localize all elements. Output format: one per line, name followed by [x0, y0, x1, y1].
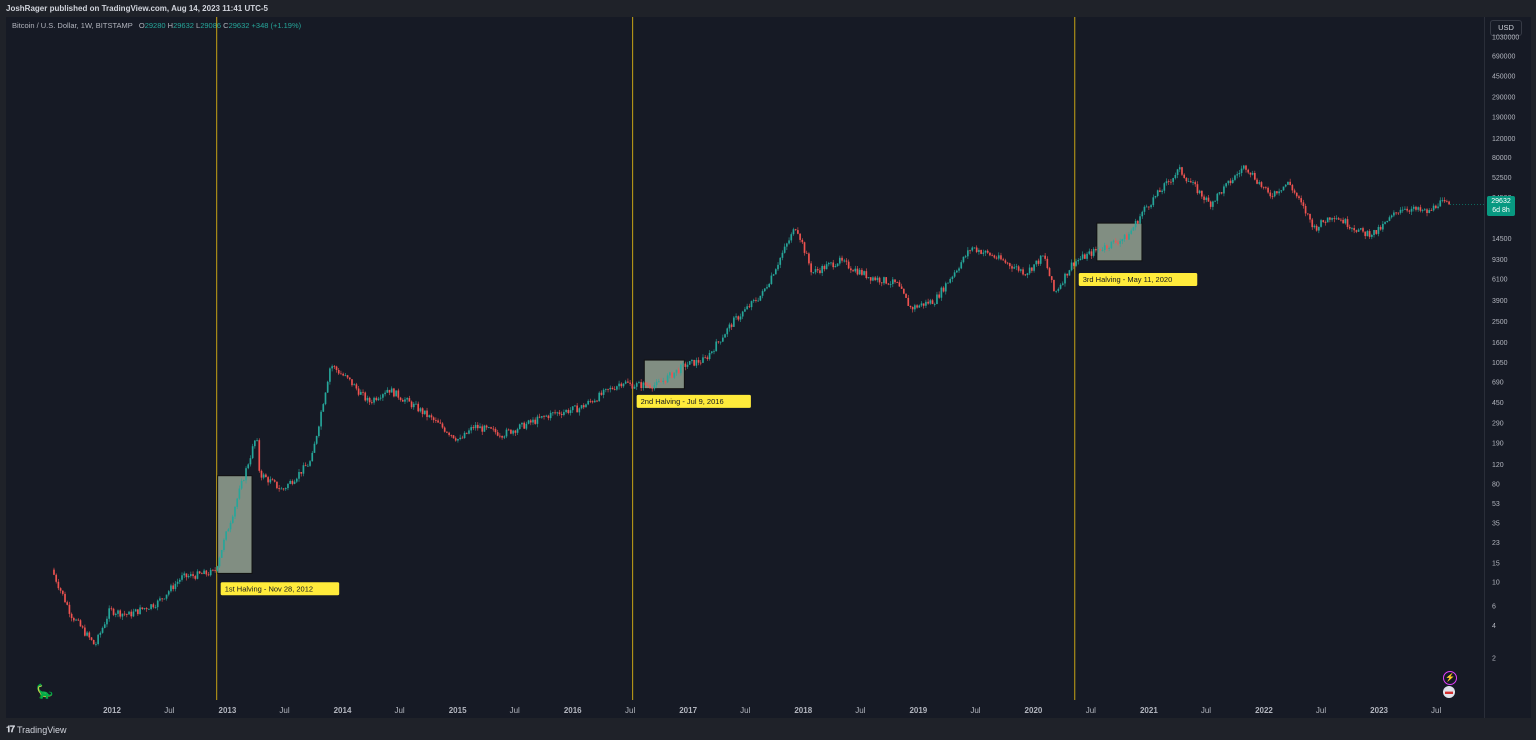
currency-button[interactable]: USD: [1490, 20, 1522, 36]
brand[interactable]: 𝟏𝟕 TradingView: [6, 724, 67, 735]
brand-name: TradingView: [17, 724, 67, 735]
high-label: H: [167, 21, 174, 30]
low-value: 29086: [200, 21, 222, 30]
publisher-line: JoshRager published on TradingView.com, …: [0, 0, 1536, 18]
bar-countdown: 6d 8h: [1492, 207, 1510, 214]
last-price-tag: 29632 6d 8h: [1487, 196, 1515, 216]
open-value: 29280: [144, 21, 166, 30]
chart-area[interactable]: [6, 17, 1484, 718]
high-value: 29632: [173, 21, 194, 30]
lightning-icon[interactable]: ⚡: [1443, 671, 1457, 685]
open-label: O: [138, 21, 145, 30]
low-label: L: [196, 21, 201, 30]
last-price-value: 29632: [1491, 198, 1511, 205]
change-value: +348 (+1.19%): [251, 21, 302, 30]
dino-icon[interactable]: 🦕: [36, 683, 54, 699]
us-flag-icon[interactable]: ▬: [1443, 686, 1455, 698]
close-label: C: [223, 21, 229, 30]
price-axis[interactable]: [1484, 17, 1531, 718]
bottom-bar: [0, 718, 1536, 740]
symbol-name: Bitcoin / U.S. Dollar, 1W, BITSTAMP: [12, 21, 133, 30]
tradingview-logo-icon: 𝟏𝟕: [6, 724, 15, 734]
close-value: 29632: [228, 21, 250, 30]
symbol-legend: Bitcoin / U.S. Dollar, 1W, BITSTAMP O292…: [12, 21, 301, 30]
